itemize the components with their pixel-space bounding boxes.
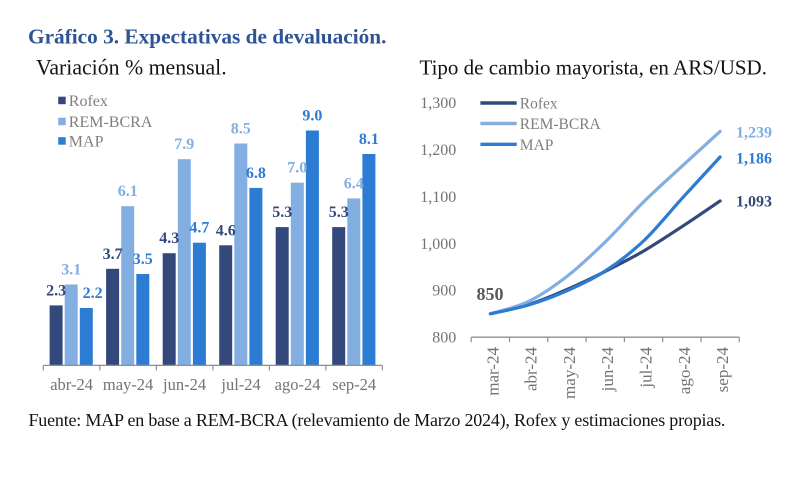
svg-text:sep-24: sep-24	[332, 375, 376, 394]
svg-text:Variación % mensual.: Variación % mensual.	[36, 56, 227, 80]
svg-text:mar-24: mar-24	[483, 347, 502, 396]
svg-text:sep-24: sep-24	[713, 347, 732, 393]
svg-text:5.3: 5.3	[272, 204, 292, 221]
svg-text:4.7: 4.7	[189, 220, 209, 237]
svg-text:5.3: 5.3	[329, 204, 349, 221]
svg-text:ago-24: ago-24	[275, 375, 321, 394]
svg-text:1,093: 1,093	[736, 194, 772, 211]
svg-text:9.0: 9.0	[302, 108, 322, 125]
svg-text:1,200: 1,200	[420, 142, 456, 159]
svg-text:8.5: 8.5	[231, 121, 251, 138]
svg-text:1,000: 1,000	[420, 236, 456, 253]
svg-text:Rofex: Rofex	[69, 93, 108, 110]
svg-text:3.1: 3.1	[61, 262, 81, 279]
svg-text:2.2: 2.2	[83, 285, 103, 302]
svg-text:MAP: MAP	[69, 134, 104, 151]
svg-text:1,300: 1,300	[420, 95, 456, 112]
svg-text:1,186: 1,186	[736, 151, 772, 168]
svg-text:1,239: 1,239	[736, 125, 772, 142]
svg-text:8.1: 8.1	[359, 131, 379, 148]
svg-text:7.0: 7.0	[287, 160, 307, 177]
svg-text:may-24: may-24	[560, 347, 579, 399]
svg-text:2.3: 2.3	[46, 282, 66, 299]
svg-text:jun-24: jun-24	[162, 375, 206, 394]
svg-text:4.3: 4.3	[159, 230, 179, 247]
svg-text:Fuente: MAP en base a REM-BCRA: Fuente: MAP en base a REM-BCRA (relevami…	[29, 410, 726, 431]
svg-text:1,100: 1,100	[420, 189, 456, 206]
svg-text:7.9: 7.9	[174, 136, 194, 153]
svg-text:3.5: 3.5	[133, 251, 153, 268]
svg-text:Tipo de cambio mayorista, en A: Tipo de cambio mayorista, en ARS/USD.	[420, 56, 767, 80]
svg-text:6.8: 6.8	[246, 165, 266, 182]
svg-text:MAP: MAP	[520, 137, 554, 154]
svg-text:REM-BCRA: REM-BCRA	[520, 116, 602, 133]
svg-text:jul-24: jul-24	[637, 347, 656, 389]
svg-text:900: 900	[432, 283, 456, 300]
svg-text:6.4: 6.4	[344, 175, 364, 192]
svg-text:jun-24: jun-24	[598, 347, 617, 393]
svg-text:800: 800	[432, 330, 456, 347]
svg-text:850: 850	[477, 284, 504, 304]
svg-text:ago-24: ago-24	[675, 347, 694, 395]
svg-text:3.7: 3.7	[103, 246, 123, 263]
svg-text:abr-24: abr-24	[50, 375, 93, 394]
svg-text:4.6: 4.6	[216, 222, 236, 239]
svg-text:Rofex: Rofex	[520, 96, 558, 113]
svg-text:jul-24: jul-24	[220, 375, 260, 394]
svg-text:6.1: 6.1	[118, 183, 138, 200]
svg-text:REM-BCRA: REM-BCRA	[69, 114, 153, 131]
svg-text:abr-24: abr-24	[522, 347, 541, 392]
svg-text:may-24: may-24	[103, 375, 153, 394]
svg-text:Gráfico 3. Expectativas de dev: Gráfico 3. Expectativas de devaluación.	[28, 25, 386, 49]
